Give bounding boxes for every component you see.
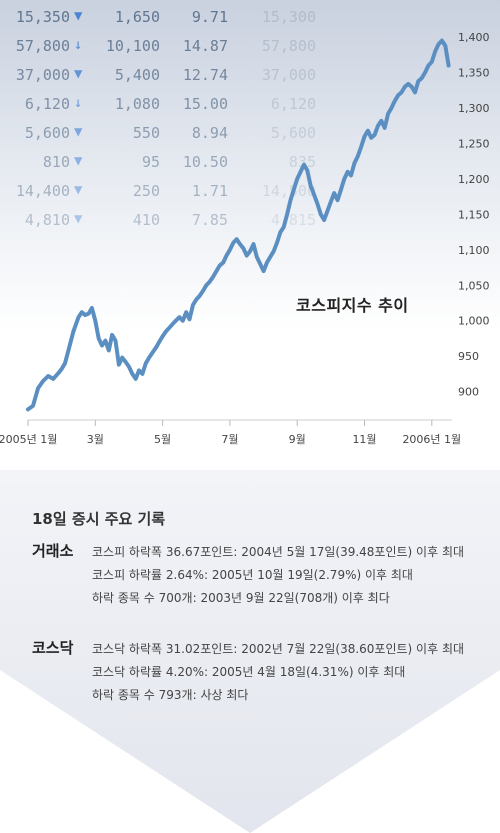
x-axis-ticks: 2005년 1월 3월 5월 7월 9월 11월 2006년 1월: [0, 420, 461, 446]
y-tick-label: 1,300: [458, 102, 490, 115]
ticker-change: 95: [141, 153, 160, 171]
top-gradient: [0, 0, 500, 330]
ticker-change: 1,080: [114, 95, 160, 113]
x-tick-label: 3월: [87, 433, 104, 446]
ticker-ghost: 57,800: [261, 37, 316, 55]
ticker-row: 57,800 ↓ 10,100 14.87 57,800: [0, 37, 340, 57]
stock-ticker-background: 15,350 ▼ 1,650 9.71 15,300 57,800 ↓ 10,100 14.87…: [0, 0, 340, 230]
ticker-percent: 8.94: [191, 124, 228, 142]
ticker-ghost: 5,600: [270, 124, 316, 142]
ticker-price: 4,810: [24, 211, 70, 229]
x-tick-label: 2006년 1월: [402, 433, 461, 446]
ticker-arrow: ▼: [74, 153, 83, 169]
y-tick-label: 1,150: [458, 208, 490, 221]
ticker-price: 810: [42, 153, 70, 171]
market-label-exchange: 거래소: [32, 542, 74, 560]
records-section-title: 18일 증시 주요 기록: [32, 510, 166, 528]
ticker-ghost: 37,000: [261, 66, 316, 84]
ticker-row: 6,120 ↓ 1,080 15.00 6,120: [0, 95, 340, 115]
ticker-change: 1,650: [114, 8, 160, 26]
y-tick-label: 1,200: [458, 173, 490, 186]
x-tick-label: 9월: [289, 433, 306, 446]
x-tick-label: 11월: [352, 433, 376, 446]
ticker-change: 550: [132, 124, 160, 142]
ticker-row: 14,400 ▼ 250 1.71 14,500: [0, 182, 340, 202]
ticker-price: 6,120: [24, 95, 70, 113]
y-tick-label: 1,000: [458, 315, 490, 328]
y-tick-label: 1,250: [458, 137, 490, 150]
y-tick-label: 950: [458, 350, 479, 363]
ticker-price: 15,350: [15, 8, 70, 26]
record-line: 코스닥 하락률 4.20%: 2005년 4월 18일(4.31%) 이후 최대: [92, 665, 406, 679]
x-tick-label: 5월: [154, 433, 171, 446]
kospi-series-line: [26, 38, 451, 412]
ticker-percent: 7.85: [191, 211, 228, 229]
record-line: 코스피 하락폭 36.67포인트: 2004년 5월 17일(39.48포인트)…: [92, 545, 465, 559]
ticker-row: 4,810 ▼ 410 7.85 4,815: [0, 211, 340, 231]
ticker-row: 15,350 ▼ 1,650 9.71 15,300: [0, 8, 340, 28]
ticker-arrow: ↓: [74, 37, 83, 53]
ticker-ghost: 835: [288, 153, 316, 171]
ticker-ghost: 15,300: [261, 8, 316, 26]
ticker-percent: 1.71: [191, 182, 228, 200]
x-tick-label: 2005년 1월: [0, 433, 57, 446]
y-tick-label: 1,400: [458, 31, 490, 44]
ticker-ghost: 4,815: [270, 211, 316, 229]
ticker-percent: 14.87: [182, 37, 228, 55]
ticker-row: 37,000 ▼ 5,400 12.74 37,000: [0, 66, 340, 86]
ticker-arrow: ▼: [74, 66, 83, 82]
ticker-change: 410: [132, 211, 160, 229]
ticker-change: 250: [132, 182, 160, 200]
y-tick-label: 1,350: [458, 67, 490, 80]
ticker-arrow: ↓: [74, 95, 83, 111]
record-line: 하락 종목 수 793개: 사상 최다: [92, 688, 249, 702]
ticker-change: 5,400: [114, 66, 160, 84]
ticker-price: 37,000: [15, 66, 70, 84]
ticker-arrow: ▼: [74, 211, 83, 227]
chart-title: 코스피지수 추이: [296, 296, 409, 315]
ticker-change: 10,100: [105, 37, 160, 55]
y-tick-label: 1,050: [458, 279, 490, 292]
ticker-price: 14,400: [15, 182, 70, 200]
y-tick-label: 900: [458, 386, 479, 399]
ticker-arrow: ▼: [74, 124, 83, 140]
ticker-percent: 9.71: [191, 8, 228, 26]
ticker-percent: 15.00: [182, 95, 228, 113]
ticker-row: 810 ▼ 95 10.50 835: [0, 153, 340, 173]
market-label-kosdaq: 코스닥: [32, 639, 74, 657]
ticker-percent: 10.50: [182, 153, 228, 171]
record-line: 하락 종목 수 700개: 2003년 9월 22일(708개) 이후 최다: [92, 591, 390, 605]
records-panel-chevron: [0, 470, 500, 833]
ticker-ghost: 6,120: [270, 95, 316, 113]
ticker-arrow: ▼: [74, 182, 83, 198]
ticker-row: 5,600 ▼ 550 8.94 5,600: [0, 124, 340, 144]
y-tick-label: 1,100: [458, 244, 490, 257]
ticker-arrow: ▼: [74, 8, 83, 24]
y-axis-ticks: 900 950 1,000 1,050 1,100 1,150 1,200 1,250 1,30…: [458, 31, 490, 399]
ticker-price: 57,800: [15, 37, 70, 55]
ticker-percent: 12.74: [182, 66, 228, 84]
record-line: 코스닥 하락폭 31.02포인트: 2002년 7월 22일(38.60포인트)…: [92, 642, 465, 656]
ticker-price: 5,600: [24, 124, 70, 142]
ticker-ghost: 14,500: [261, 182, 316, 200]
record-line: 코스피 하락률 2.64%: 2005년 10월 19일(2.79%) 이후 최…: [92, 568, 413, 582]
x-tick-label: 7월: [221, 433, 238, 446]
